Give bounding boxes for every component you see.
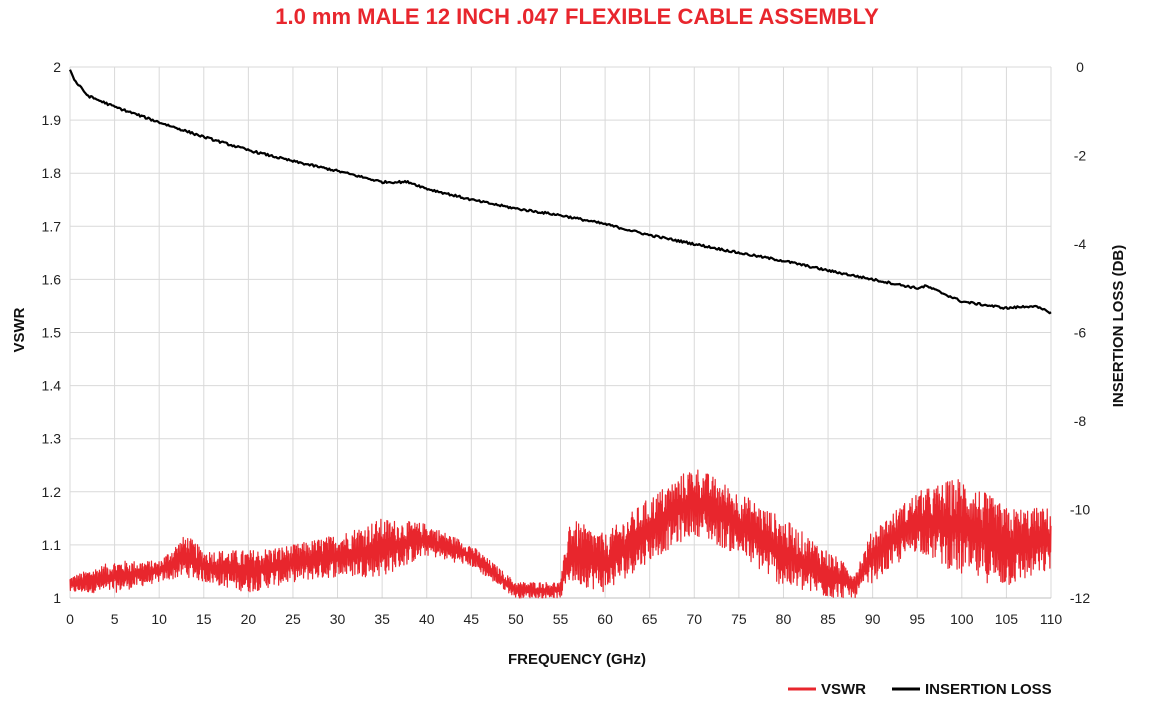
y-tick-label: 2 [53,59,61,75]
y2-tick-label: -12 [1070,590,1090,606]
x-tick-label: 70 [686,611,702,627]
y2-tick-label: -8 [1074,413,1087,429]
y-tick-label: 1.2 [42,484,62,500]
series-vswr-line [69,469,1052,599]
x-tick-label: 60 [597,611,613,627]
x-tick-label: 75 [731,611,747,627]
y2-tick-label: -2 [1074,148,1087,164]
axis-ticks: 0 5 10 15 20 25 30 35 40 45 50 55 60 65 70 75 80 85 90 95 10… [42,59,1091,627]
y-axis-title: VSWR [11,307,28,352]
x-tick-label: 30 [330,611,346,627]
x-tick-label: 10 [151,611,167,627]
y-tick-label: 1.8 [42,165,62,181]
series-insertion-loss-line [68,69,1052,315]
x-tick-label: 20 [241,611,257,627]
x-tick-label: 90 [865,611,881,627]
x-tick-label: 100 [950,611,974,627]
y-tick-label: 1.6 [42,271,62,287]
x-tick-label: 0 [66,611,74,627]
plot-area [68,69,1052,599]
x-axis-title: FREQUENCY (GHz) [508,651,646,668]
x-tick-label: 50 [508,611,524,627]
y-tick-label: 1.7 [42,218,62,234]
x-tick-label: 25 [285,611,301,627]
y-tick-label: 1.5 [42,325,62,341]
y2-tick-label: -4 [1074,236,1087,252]
x-tick-label: 40 [419,611,435,627]
x-tick-label: 55 [553,611,569,627]
y-tick-label: 1 [53,590,61,606]
y-tick-label: 1.1 [42,537,62,553]
y-tick-label: 1.9 [42,112,62,128]
x-tick-label: 15 [196,611,212,627]
x-tick-label: 95 [909,611,925,627]
y2-axis-title: INSERTION LOSS (DB) [1110,245,1127,408]
x-tick-label: 35 [374,611,390,627]
y2-tick-label: -6 [1074,325,1087,341]
chart-title: 1.0 mm MALE 12 INCH .047 FLEXIBLE CABLE … [275,4,879,29]
legend-label-vswr: VSWR [821,681,866,698]
y-tick-label: 1.3 [42,431,62,447]
y2-tick-label: 0 [1076,59,1084,75]
legend: VSWR INSERTION LOSS [788,681,1052,698]
legend-label-insertion-loss: INSERTION LOSS [925,681,1052,698]
y-tick-label: 1.4 [42,378,62,394]
x-tick-label: 65 [642,611,658,627]
x-tick-label: 80 [776,611,792,627]
x-tick-label: 110 [1040,611,1063,627]
x-tick-label: 85 [820,611,836,627]
x-tick-label: 105 [995,611,1019,627]
x-tick-label: 45 [464,611,480,627]
y2-tick-label: -10 [1070,502,1090,518]
x-tick-label: 5 [111,611,119,627]
